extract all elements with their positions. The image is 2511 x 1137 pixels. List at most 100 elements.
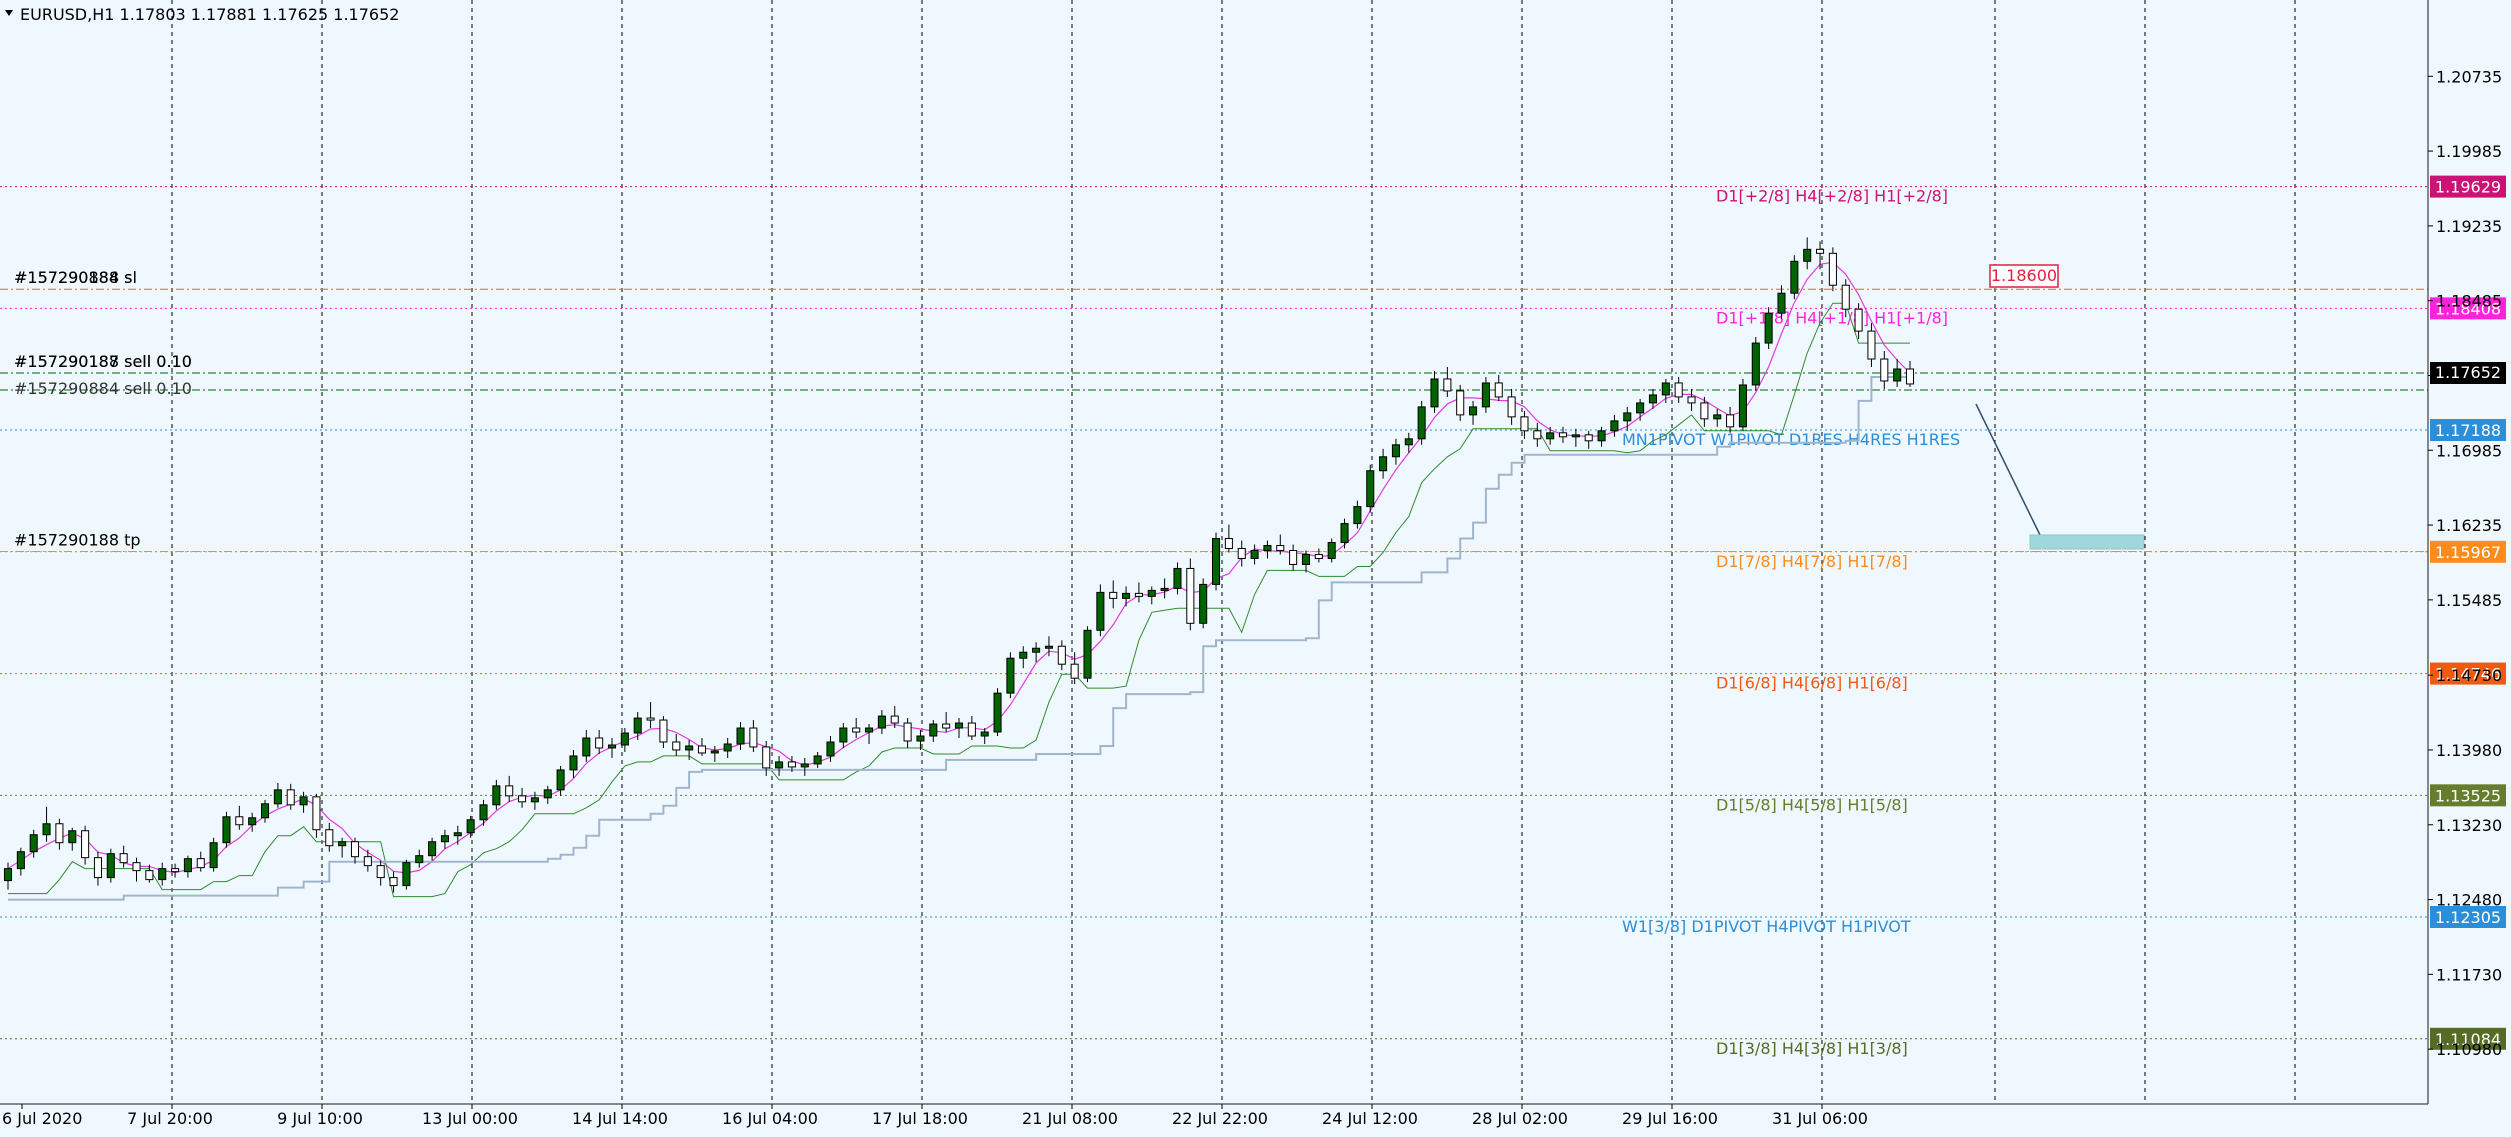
orders-layer: #157290884 sl#157290188 sl #157290187 sel… xyxy=(0,268,2428,553)
level-price-tag-label: 1.14746 xyxy=(2435,665,2501,684)
candle-body xyxy=(453,832,462,837)
level-label: W1[3/8] D1PIVOT H4PIVOT H1PIVOT xyxy=(1622,917,1911,936)
candle-body xyxy=(1224,538,1233,550)
candle-body xyxy=(248,817,257,826)
candle-body xyxy=(813,755,822,765)
time-tick-label: 14 Jul 14:00 xyxy=(572,1109,668,1128)
candle-body xyxy=(633,717,642,734)
current-price-tag: 1.17652 xyxy=(2430,362,2506,384)
price-tick-label: 1.10980 xyxy=(2436,1040,2502,1059)
candle-body xyxy=(492,785,501,806)
candle-body xyxy=(209,842,218,869)
candle-body xyxy=(1636,402,1645,414)
candle-body xyxy=(171,868,180,873)
candle-body xyxy=(16,851,25,870)
level-price-tag xyxy=(2430,1027,2506,1050)
candle-body xyxy=(1520,416,1529,432)
candle-body xyxy=(1841,284,1850,310)
candle-body xyxy=(260,803,270,819)
candle-body xyxy=(967,722,976,737)
candle-body xyxy=(1494,382,1503,398)
candle-body xyxy=(1687,396,1696,404)
candle-body xyxy=(106,853,115,879)
candle-body xyxy=(350,841,360,858)
trailing-support-line xyxy=(8,302,1910,898)
candle-body xyxy=(1584,434,1593,442)
candle-body xyxy=(646,717,655,721)
price-tick-label: 1.11730 xyxy=(2436,965,2502,984)
candle-body xyxy=(993,692,1002,733)
candle-body xyxy=(325,829,334,847)
time-tick-label: 16 Jul 04:00 xyxy=(722,1109,818,1128)
candle-body xyxy=(440,835,449,843)
candle-body xyxy=(1160,587,1169,591)
candle-body xyxy=(736,727,745,745)
candle-body xyxy=(1019,651,1028,659)
candle-body xyxy=(1610,420,1619,432)
candle-body xyxy=(1147,589,1156,597)
candle-body xyxy=(1276,545,1285,552)
candle-body xyxy=(1726,414,1735,428)
candle-body xyxy=(3,868,13,882)
level-price-tag xyxy=(2430,906,2506,929)
price-alert-box[interactable] xyxy=(1989,264,2059,288)
candle-body xyxy=(479,804,488,821)
candle-body xyxy=(1122,592,1131,599)
level-price-tag xyxy=(2430,419,2506,442)
candle-body xyxy=(1507,396,1516,418)
candle-body xyxy=(1867,330,1876,360)
candle-body xyxy=(132,862,141,872)
candle-body xyxy=(119,853,128,864)
candle-body xyxy=(1790,260,1799,294)
candle-body xyxy=(222,816,231,844)
candle-body xyxy=(800,763,809,768)
level-label: MN1PIVOT W1PIVOT D1RES H4RES H1RES xyxy=(1622,430,1960,449)
candle-body xyxy=(685,745,694,751)
candle-body xyxy=(942,723,951,729)
order-label: #157290188 tp xyxy=(14,531,141,550)
candle-body xyxy=(81,830,90,859)
level-label: D1[+1/8] H4[+1/8] H1[+1/8] xyxy=(1716,308,1948,327)
candle-body xyxy=(1893,368,1902,382)
menu-triangle-icon[interactable] xyxy=(5,10,13,16)
time-axis[interactable]: 6 Jul 2020 7 Jul 20:00 9 Jul 10:00 13 Jul 0… xyxy=(2,1104,1868,1128)
candle-body xyxy=(1571,434,1580,438)
candle-body xyxy=(582,737,591,757)
candle-body xyxy=(954,722,964,729)
target-zone xyxy=(2029,534,2145,550)
candle-body xyxy=(1250,550,1259,559)
candle-body xyxy=(1880,358,1889,382)
candle-body xyxy=(1648,394,1658,404)
level-price-tag-label: 1.13525 xyxy=(2435,786,2501,805)
candle-body xyxy=(749,727,758,748)
candle-body xyxy=(183,858,192,873)
candle-body xyxy=(1391,444,1400,458)
candle-body xyxy=(723,743,732,752)
level-price-tag xyxy=(2430,784,2506,807)
candle-body xyxy=(543,789,552,799)
candle-body xyxy=(1828,252,1837,286)
candle-body xyxy=(338,841,347,847)
candle-body xyxy=(980,731,989,737)
candle-body xyxy=(710,750,719,754)
candle-body xyxy=(55,823,64,844)
candle-body xyxy=(1456,390,1465,416)
candle-body xyxy=(1738,384,1747,428)
price-tick-label: 1.19985 xyxy=(2436,142,2502,161)
level-price-tag xyxy=(2430,540,2506,563)
candle-body xyxy=(620,732,629,746)
candle-body xyxy=(556,769,565,791)
candle-body xyxy=(312,796,321,831)
candle-body xyxy=(1379,456,1388,472)
candle-body xyxy=(1777,292,1786,314)
candle-body xyxy=(1803,248,1812,262)
price-tick-label: 1.15485 xyxy=(2436,591,2502,610)
current-price-label: 1.17652 xyxy=(2435,363,2501,382)
time-tick-label: 29 Jul 16:00 xyxy=(1622,1109,1718,1128)
time-tick-label: 24 Jul 12:00 xyxy=(1322,1109,1418,1128)
candle-body xyxy=(1263,545,1272,552)
candle-body xyxy=(1070,663,1079,679)
price-tick-label: 1.18485 xyxy=(2436,292,2502,311)
candle-body xyxy=(1353,506,1362,525)
price-tick-label: 1.13230 xyxy=(2436,816,2502,835)
